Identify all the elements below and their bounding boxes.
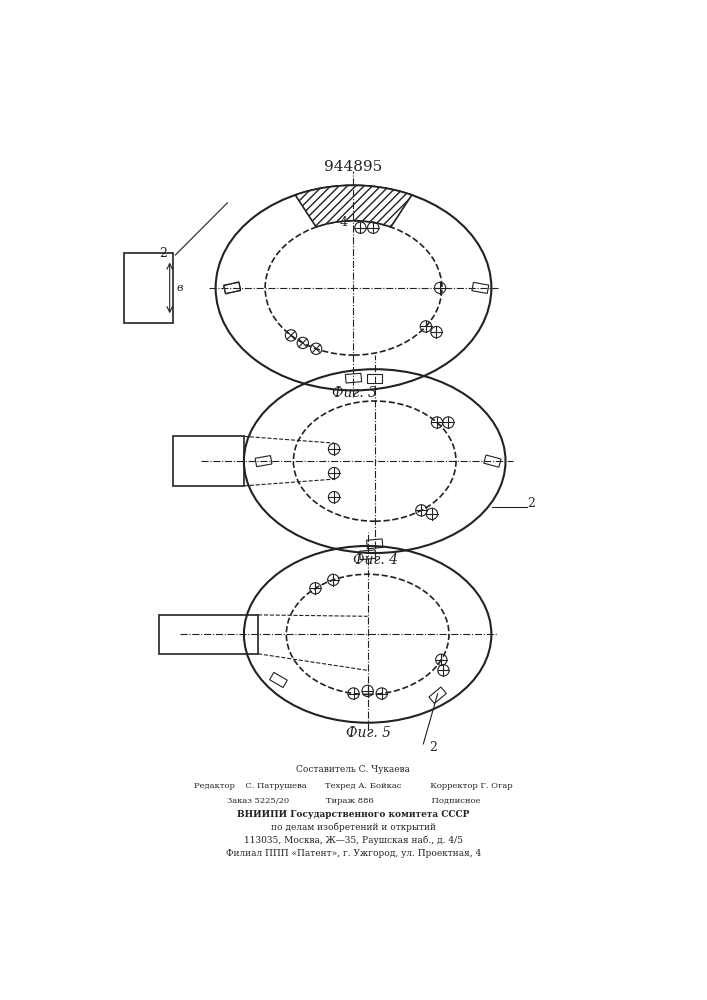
Text: 2: 2 <box>429 741 438 754</box>
Text: в: в <box>177 283 183 293</box>
Polygon shape <box>296 185 411 227</box>
Text: Заказ 5225/20              Тираж 886                      Подписное: Заказ 5225/20 Тираж 886 Подписное <box>227 797 480 805</box>
Text: по делам изобретений и открытий: по делам изобретений и открытий <box>271 823 436 832</box>
Text: 4: 4 <box>339 216 347 229</box>
Text: Филиал ППП «Патент», г. Ужгород, ул. Проектная, 4: Филиал ППП «Патент», г. Ужгород, ул. Про… <box>226 849 481 858</box>
Text: Фиг. 5: Фиг. 5 <box>346 726 392 740</box>
Text: Фиг. 3: Фиг. 3 <box>332 386 378 400</box>
Text: 2: 2 <box>159 247 167 260</box>
Text: Фиг. 4: Фиг. 4 <box>354 553 399 567</box>
Text: Составитель С. Чукаева: Составитель С. Чукаева <box>296 765 411 774</box>
Text: 113035, Москва, Ж—35, Раушская наб., д. 4/5: 113035, Москва, Ж—35, Раушская наб., д. … <box>244 835 463 845</box>
Text: Редактор    С. Патрушева       Техред А. Бойкас           Корректор Г. Огар: Редактор С. Патрушева Техред А. Бойкас К… <box>194 782 513 790</box>
Text: 944895: 944895 <box>325 160 382 174</box>
Text: 2: 2 <box>527 497 534 510</box>
Text: ВНИИПИ Государственного комитета СССР: ВНИИПИ Государственного комитета СССР <box>238 810 469 819</box>
